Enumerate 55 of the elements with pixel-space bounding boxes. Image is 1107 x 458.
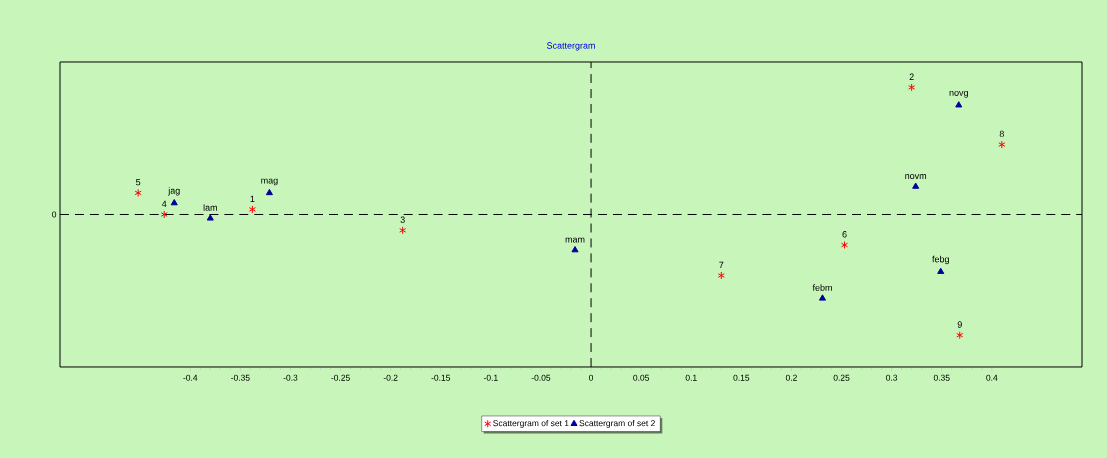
x-tick-label: 0.15 xyxy=(733,374,750,381)
x-tick-label: 0.05 xyxy=(633,374,650,381)
legend-label: Scattergram of set 2 xyxy=(579,419,655,428)
point xyxy=(170,199,178,206)
point xyxy=(912,182,920,189)
x-tick-label: 0.3 xyxy=(886,374,898,381)
annotation: 9 xyxy=(957,321,962,328)
annotation: mag xyxy=(261,178,278,186)
x-tick-label: 0.25 xyxy=(833,374,850,381)
x-tick-label: -0.4 xyxy=(183,374,198,381)
x-tick-label: 0.2 xyxy=(785,374,797,381)
annotation: novm xyxy=(905,174,927,180)
x-tick-label: 0.1 xyxy=(685,374,697,381)
x-tick-label: -0.25 xyxy=(331,374,350,381)
x-tick-label: 0.4 xyxy=(986,374,998,381)
point xyxy=(248,205,256,214)
ref-line-label: 0 xyxy=(52,211,57,218)
annotation: 6 xyxy=(842,231,847,238)
point xyxy=(571,246,579,253)
x-tick-label: 0.35 xyxy=(933,374,950,381)
annotation: 1 xyxy=(250,195,255,202)
x-tick-label: -0.05 xyxy=(531,374,551,381)
x-tick-label: -0.15 xyxy=(431,374,451,381)
annotation: novg xyxy=(949,90,968,98)
point xyxy=(998,140,1006,149)
x-tick-label: 0 xyxy=(589,374,594,381)
chart-title: Scattergram xyxy=(547,42,595,51)
point xyxy=(908,83,916,92)
annotation: 3 xyxy=(400,216,405,223)
annotation: febm xyxy=(812,284,832,291)
point xyxy=(841,240,849,249)
x-tick-label: -0.3 xyxy=(283,374,298,381)
annotation: mam xyxy=(565,237,585,243)
point xyxy=(717,271,725,280)
point xyxy=(134,188,142,197)
annotation: febg xyxy=(932,255,949,265)
annotation: 8 xyxy=(999,130,1004,138)
annotation: jag xyxy=(168,187,180,196)
annotation: 2 xyxy=(909,73,914,80)
legend-label: Scattergram of set 1 xyxy=(493,419,569,428)
point xyxy=(265,188,273,196)
point xyxy=(818,294,827,301)
point xyxy=(937,267,945,274)
x-tick-label: -0.35 xyxy=(231,374,250,381)
point xyxy=(206,214,214,221)
x-tick-label: -0.1 xyxy=(483,374,498,381)
point xyxy=(160,210,168,219)
point xyxy=(956,331,964,340)
annotation: 4 xyxy=(161,200,167,207)
annotation: 7 xyxy=(719,261,724,268)
annotation: lam xyxy=(203,204,217,211)
x-tick-label: -0.2 xyxy=(383,374,398,381)
annotation: 5 xyxy=(136,179,141,186)
point xyxy=(955,101,963,108)
point xyxy=(399,226,407,235)
